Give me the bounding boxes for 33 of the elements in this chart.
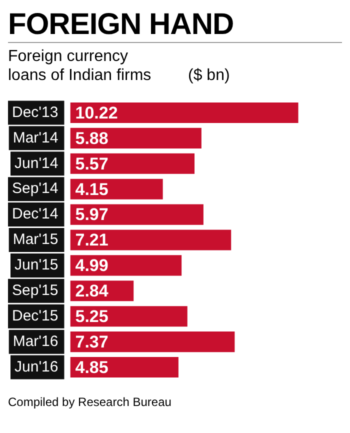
data-label: 10.22: [75, 103, 118, 122]
bar: [70, 102, 298, 124]
y-tick-label: Sep'15: [12, 282, 58, 300]
y-tick-label: Mar'14: [12, 129, 58, 146]
chart-subtitle: Foreign currency loans of Indian firms: [8, 47, 152, 85]
y-tick-label: Dec'13: [12, 104, 58, 121]
y-tick-label: Jun'15: [14, 256, 58, 274]
data-label: 2.84: [75, 282, 109, 301]
bar: [70, 204, 204, 225]
bar: [70, 332, 235, 352]
data-label: 5.97: [75, 205, 108, 224]
bar: [70, 153, 195, 174]
data-label: 7.37: [75, 332, 108, 352]
bar: [70, 230, 232, 250]
y-tick-label: Sep'14: [12, 180, 58, 198]
y-tick-label: Mar'15: [12, 231, 58, 248]
data-label: 5.57: [75, 154, 108, 174]
bar: [70, 128, 202, 148]
data-label: 4.99: [75, 256, 108, 276]
text: Compiled by Research Bureau: [8, 395, 172, 409]
data-label: 5.88: [75, 128, 108, 148]
data-label: 4.15: [75, 180, 108, 199]
y-tick-label: Jun'14: [14, 154, 58, 172]
bar: [70, 306, 188, 327]
x-axis-title: ($ bn): [188, 66, 230, 85]
y-tick-label: Mar'16: [12, 332, 58, 350]
data-label: 7.21: [75, 230, 108, 250]
chart-title: FOREIGN HAND: [8, 8, 342, 43]
y-tick-label: Dec'15: [12, 308, 58, 325]
y-tick-label: Jun'16: [14, 358, 58, 376]
data-label: 4.85: [75, 358, 108, 377]
data-label: 5.25: [75, 307, 108, 326]
y-tick-label: Dec'14: [12, 206, 58, 223]
